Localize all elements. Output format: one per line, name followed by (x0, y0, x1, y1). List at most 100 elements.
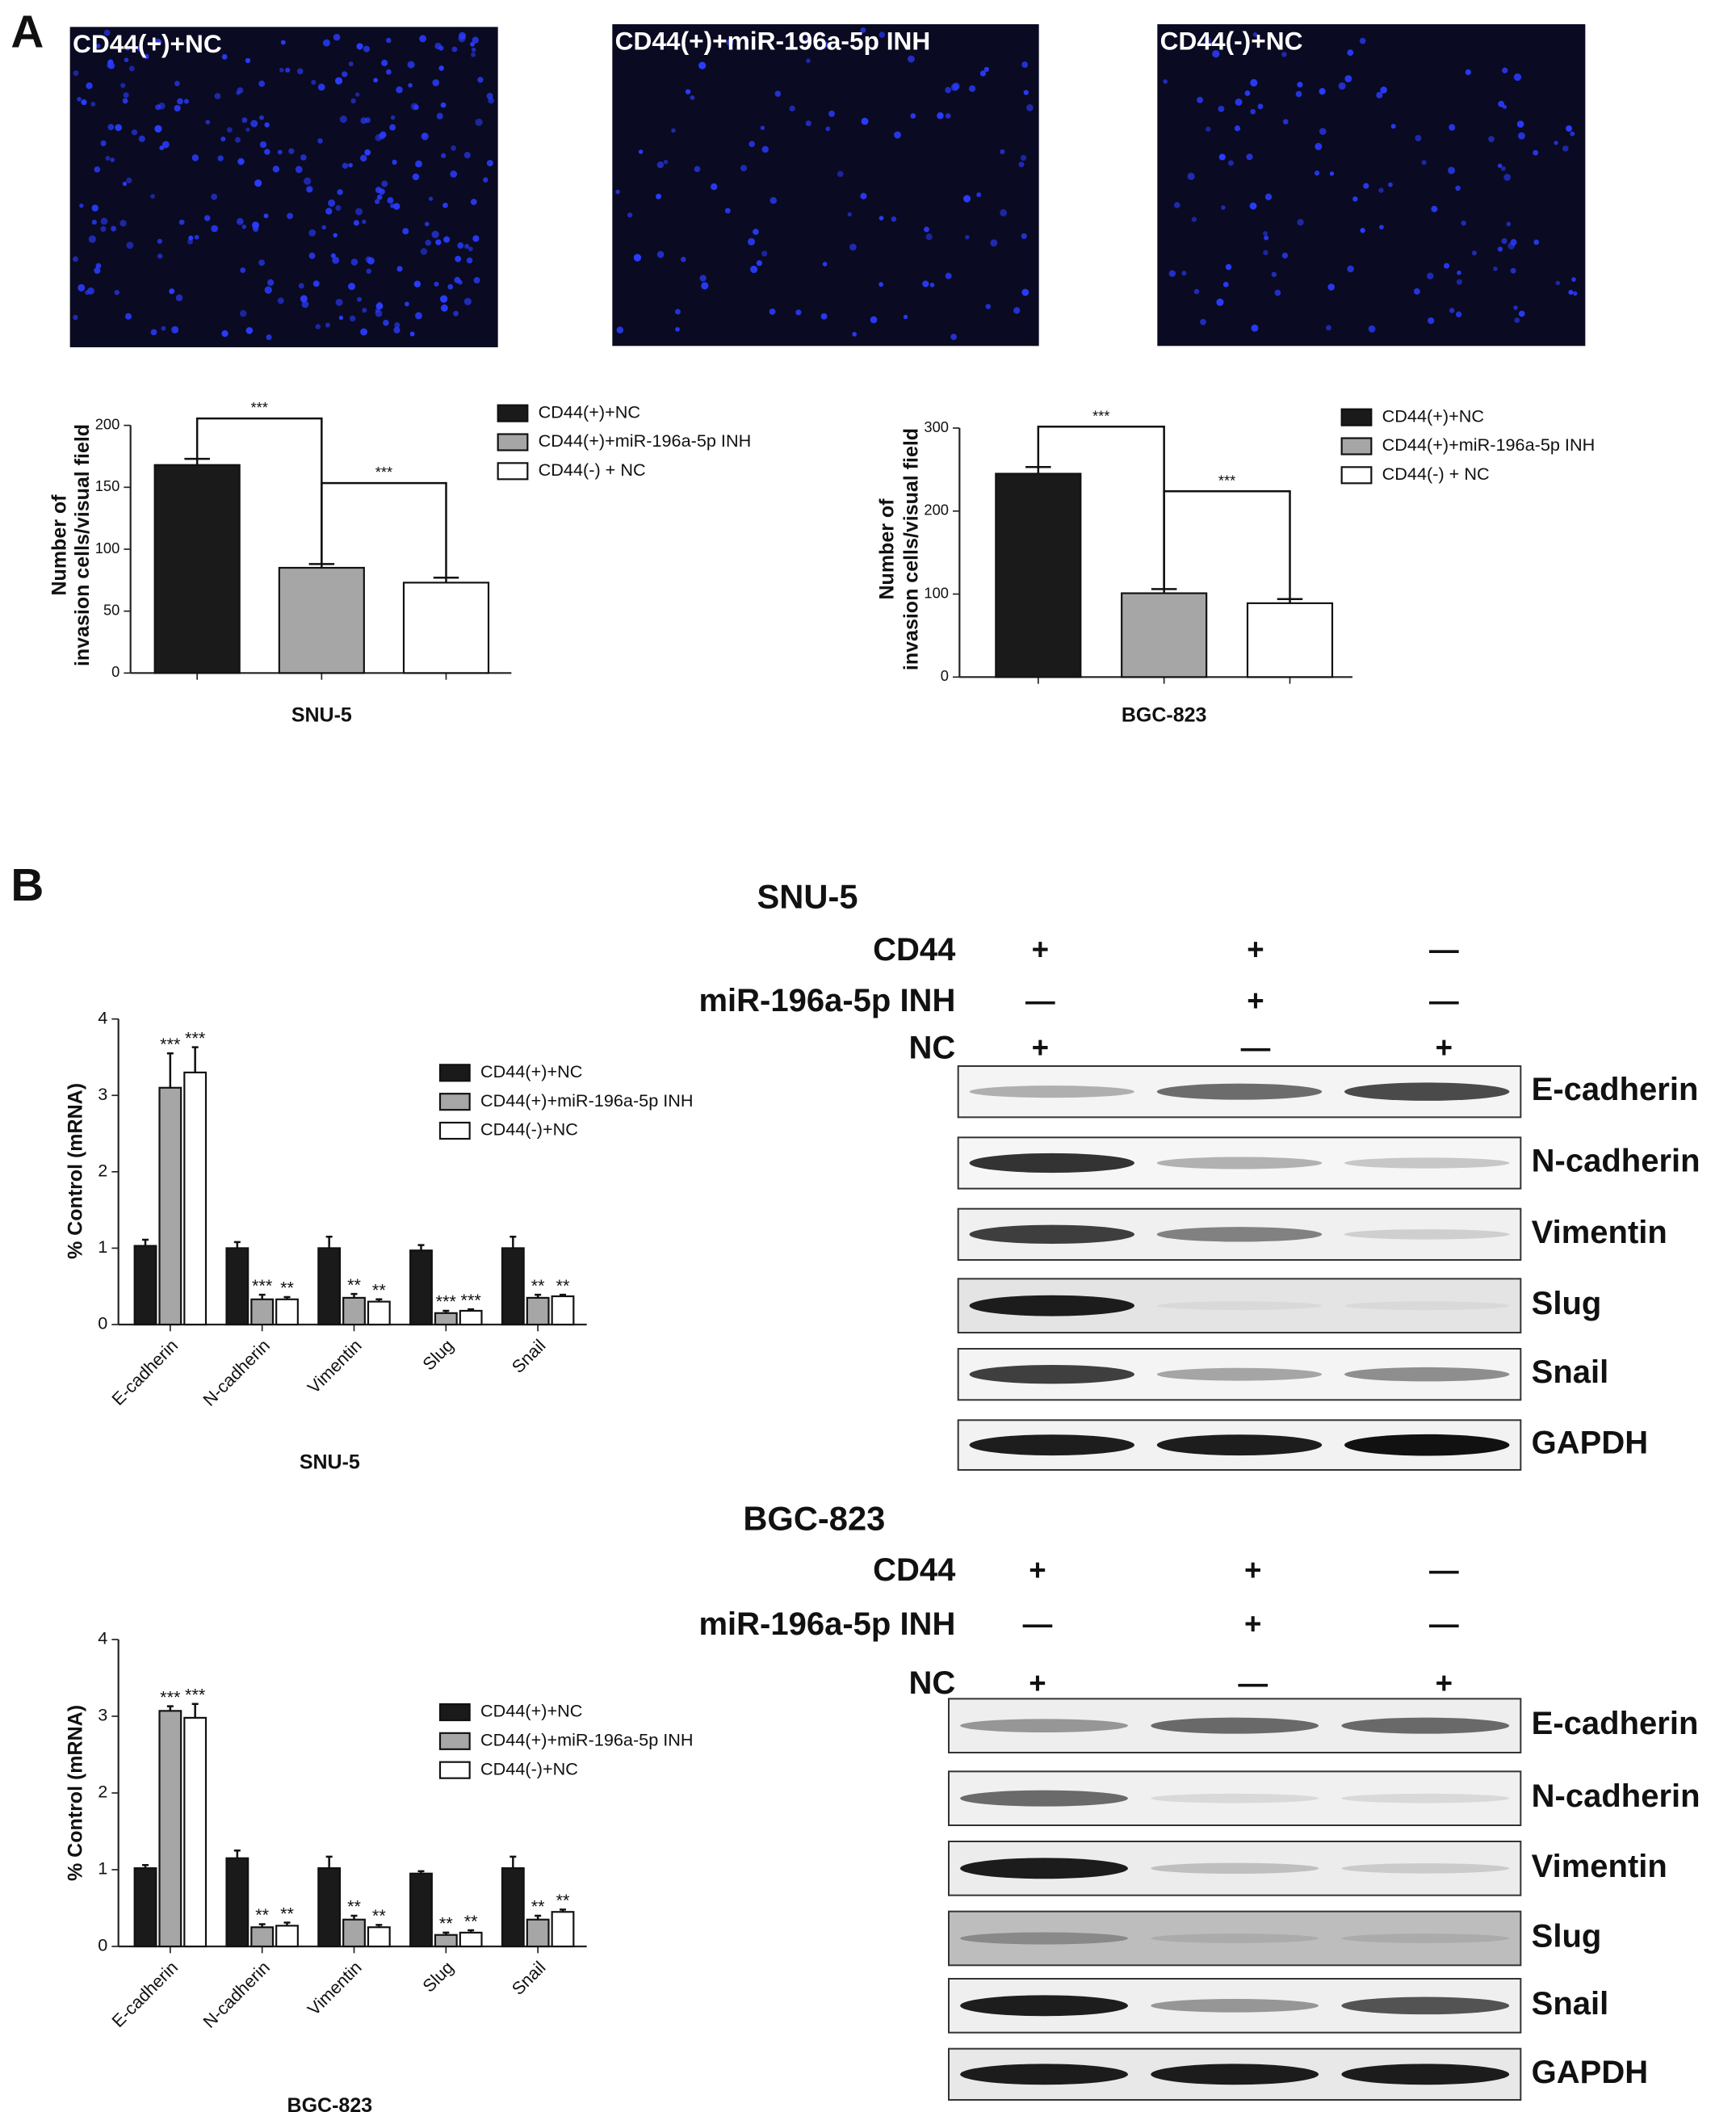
cell-nucleus (950, 334, 958, 341)
cell-nucleus (177, 98, 183, 105)
cell-nucleus (825, 126, 831, 132)
y-tick-label: 0 (98, 1935, 107, 1955)
protein-label: Slug (1532, 1919, 1602, 1955)
cell-nucleus (258, 259, 266, 267)
cell-nucleus (288, 148, 295, 154)
error-bar (509, 1235, 517, 1249)
cell-nucleus (306, 186, 313, 193)
cell-nucleus (214, 93, 221, 100)
cell-nucleus (250, 120, 258, 128)
cell-nucleus (211, 225, 219, 233)
blot-band (960, 1719, 1128, 1732)
cell-nucleus (1497, 246, 1503, 252)
bar (317, 1247, 342, 1326)
cell-nucleus (1249, 202, 1257, 210)
cell-nucleus (350, 98, 356, 104)
cell-nucleus (277, 149, 283, 155)
cell-nucleus (486, 159, 493, 167)
significance-label: ** (280, 1278, 294, 1298)
cell-nucleus (483, 177, 489, 183)
significance-label: *** (461, 1290, 482, 1310)
significance-label: ** (372, 1905, 386, 1925)
blot-strip (948, 1770, 1522, 1827)
cell-nucleus (386, 37, 392, 44)
blot-strip (957, 1419, 1522, 1471)
cell-nucleus (1295, 90, 1302, 98)
cell-nucleus (381, 180, 388, 187)
error-bar (417, 1244, 425, 1251)
cell-nucleus (360, 328, 367, 336)
cell-nucleus (272, 166, 280, 173)
cell-nucleus (1021, 233, 1027, 240)
cell-nucleus (1000, 149, 1005, 155)
condition-label: miR-196a-5p INH (698, 983, 955, 1018)
cell-nucleus (1448, 166, 1456, 174)
cell-nucleus (342, 71, 348, 78)
cell-nucleus (685, 89, 691, 94)
cell-nucleus (1513, 73, 1522, 82)
condition-sign: — (1429, 1607, 1459, 1640)
significance-label: ** (347, 1896, 361, 1917)
blot-band (960, 1858, 1128, 1879)
cell-nucleus (1018, 162, 1025, 168)
y-tick-label: 200 (924, 502, 949, 519)
cell-nucleus (1263, 231, 1268, 236)
cell-nucleus (990, 239, 998, 247)
cell-nucleus (860, 27, 866, 33)
blot-band (960, 1995, 1128, 2017)
condition-sign: + (1436, 1031, 1453, 1064)
cell-nucleus (439, 295, 448, 303)
legend-label: CD44(+)+NC (480, 1061, 582, 1081)
cell-nucleus (73, 70, 79, 76)
cell-nucleus (1502, 104, 1507, 109)
protein-label: Vimentin (1532, 1849, 1667, 1884)
error-bar (233, 1241, 241, 1249)
cell-nucleus (353, 220, 359, 226)
error-bar (375, 1924, 383, 1928)
legend-label: CD44(+)+miR-196a-5p INH (1382, 435, 1596, 455)
cell-nucleus (1216, 298, 1224, 306)
blot-strip (948, 1841, 1522, 1896)
cell-nucleus (1013, 307, 1021, 314)
bar (158, 1710, 182, 1948)
cell-nucleus (424, 221, 430, 227)
cell-nucleus (1500, 166, 1506, 171)
cell-nucleus (335, 204, 342, 212)
cell-nucleus (105, 155, 111, 161)
blot-band (1151, 2064, 1319, 2085)
blot-strip (957, 1278, 1522, 1333)
bar (153, 464, 241, 674)
cell-nucleus (774, 90, 782, 97)
legend-swatch (497, 462, 529, 481)
micrograph (1157, 24, 1586, 346)
cell-nucleus (402, 228, 409, 235)
cell-nucleus (1352, 196, 1358, 202)
cell-nucleus (120, 82, 126, 88)
bar (409, 1249, 433, 1326)
cell-nucleus (1455, 185, 1461, 191)
cell-nucleus (349, 315, 356, 322)
cell-nucleus (463, 151, 471, 159)
cell-nucleus (114, 289, 120, 296)
cell-nucleus (375, 187, 382, 194)
x-tick-label: Vimentin (304, 1957, 366, 2019)
cell-nucleus (390, 115, 396, 120)
cell-nucleus (171, 325, 179, 334)
condition-sign: + (1436, 1666, 1453, 1699)
cell-nucleus (471, 52, 476, 57)
bar (133, 1867, 157, 1948)
cell-nucleus (1493, 267, 1498, 271)
condition-sign: — (1025, 984, 1055, 1017)
cell-nucleus (241, 225, 247, 229)
cell-nucleus (325, 322, 330, 328)
cell-nucleus (1020, 154, 1027, 162)
cell-nucleus (870, 316, 878, 324)
cell-nucleus (1510, 267, 1516, 274)
cell-nucleus (335, 298, 343, 306)
cell-nucleus (1271, 271, 1277, 278)
cell-nucleus (1250, 108, 1256, 115)
bar (275, 1925, 299, 1948)
cell-nucleus (337, 189, 343, 195)
blot-strip (948, 1698, 1522, 1754)
